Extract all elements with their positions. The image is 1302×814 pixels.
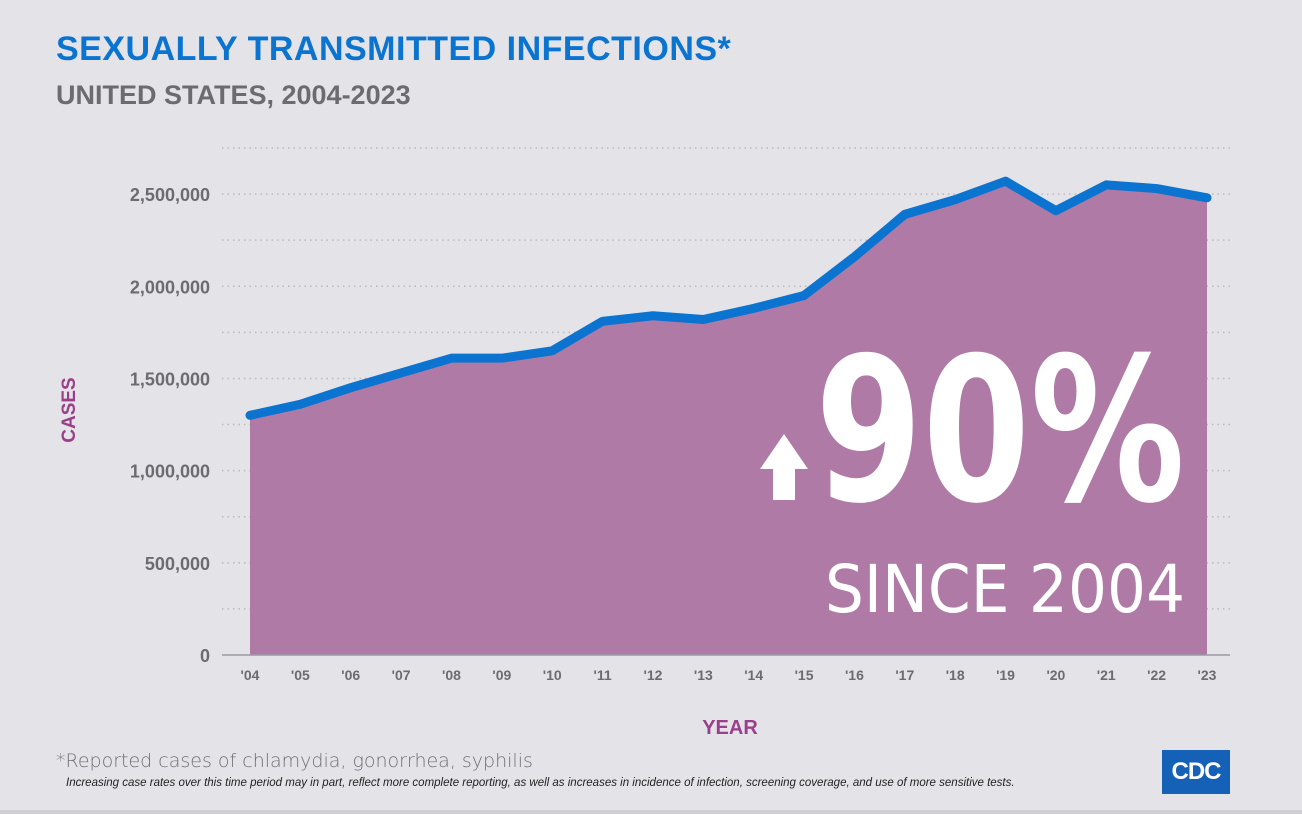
y-tick-label: 2,000,000 xyxy=(130,277,210,297)
y-tick-label: 0 xyxy=(200,646,210,666)
x-tick-label: '11 xyxy=(594,667,612,683)
x-tick-label: '15 xyxy=(795,667,814,683)
x-tick-label: '06 xyxy=(341,667,360,683)
x-tick-label: '13 xyxy=(694,667,713,683)
y-tick-labels: 0 500,000 1,000,000 1,500,000 2,000,000 2,500… xyxy=(130,185,210,666)
x-tick-label: '20 xyxy=(1046,667,1065,683)
cdc-logo: CDC xyxy=(1162,750,1230,794)
footnote: *Reported cases of chlamydia, gonorrhea,… xyxy=(56,750,533,772)
x-tick-label: '23 xyxy=(1198,667,1217,683)
x-tick-label: '21 xyxy=(1097,667,1116,683)
x-tick-label: '12 xyxy=(643,667,662,683)
x-tick-label: '16 xyxy=(845,667,864,683)
x-tick-label: '09 xyxy=(492,667,511,683)
annotation-text: SINCE 2004 xyxy=(825,551,1185,628)
x-tick-label: '14 xyxy=(744,667,763,683)
y-tick-label: 500,000 xyxy=(145,554,210,574)
y-tick-label: 1,500,000 xyxy=(130,369,210,389)
x-tick-label: '22 xyxy=(1147,667,1166,683)
divider xyxy=(0,810,1302,814)
x-tick-label: '17 xyxy=(895,667,914,683)
series-line xyxy=(245,176,1212,420)
x-tick-label: '05 xyxy=(291,667,310,683)
chart-title: SEXUALLY TRANSMITTED INFECTIONS* xyxy=(56,30,732,68)
y-tick-label: 2,500,000 xyxy=(130,185,210,205)
x-tick-label: '10 xyxy=(543,667,562,683)
area-fill xyxy=(250,181,1207,655)
y-axis-label: CASES xyxy=(59,377,80,442)
x-tick-labels: '04 '05 '06 '07 '08 '09 '10 '11 '12 '13 '14 '15 '16 '… xyxy=(241,667,1217,683)
x-tick-label: '07 xyxy=(392,667,411,683)
annotation-percent: 90% xyxy=(815,315,1185,548)
x-tick-label: '19 xyxy=(996,667,1015,683)
x-tick-label: '04 xyxy=(241,667,260,683)
x-tick-label: '08 xyxy=(442,667,461,683)
chart-subtitle: UNITED STATES, 2004-2023 xyxy=(56,80,411,110)
reporting-note: Increasing case rates over this time per… xyxy=(66,777,1015,789)
up-arrow-icon xyxy=(760,434,808,500)
x-axis-label: YEAR xyxy=(702,717,758,739)
y-tick-label: 1,000,000 xyxy=(130,462,210,482)
x-tick-label: '18 xyxy=(946,667,965,683)
